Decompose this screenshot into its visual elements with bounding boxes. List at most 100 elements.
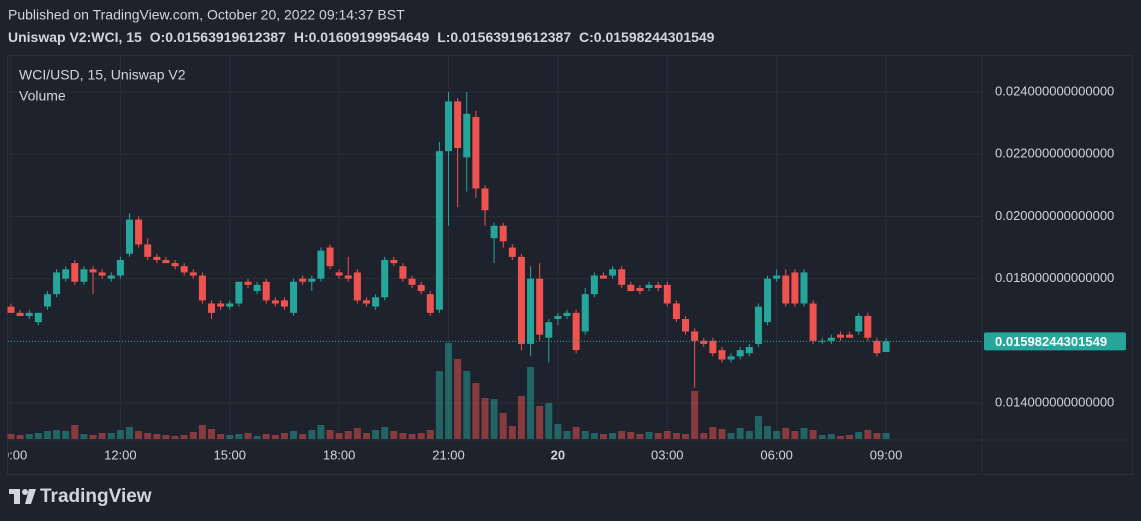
logo-slash [25,489,36,504]
candle-body [700,340,708,344]
volume-bar [71,425,79,439]
candle-body [198,275,206,301]
candle-body [599,275,607,279]
volume-bar [381,427,389,439]
candle-body [235,281,243,304]
candle-body [153,256,161,260]
candle-body [271,300,279,304]
brand: TradingView [40,486,152,507]
volume-bar [791,431,799,439]
candle-body [226,303,234,307]
ohlc-value: 0.01609199954649 [309,29,430,45]
ohlc-value: 0.01598244301549 [594,29,715,45]
volume-bar [882,433,890,439]
candle-body [836,334,844,338]
candle-body [736,350,744,357]
candle-body [408,278,416,285]
candle-body [25,312,33,316]
volume-bar [463,371,471,439]
candle-body [116,259,124,276]
volume-bar [317,425,325,439]
volume-bar [636,434,644,439]
candle-body [773,275,781,279]
volume-bar [208,429,216,439]
candle-body [71,263,79,282]
volume-bar [490,399,498,439]
candle-body [98,272,106,276]
ohlc-value: 0.01563919612387 [450,29,571,45]
candle-body [818,340,826,342]
volume-bar [189,432,197,439]
logo-dot [22,489,28,495]
chart-panel [7,55,1133,475]
symbol-line: Uniswap V2:WCI, 15 O:0.01563919612387 H:… [8,29,715,45]
candle-body [782,275,790,304]
candle-body [472,116,480,189]
volume-label: Volume [19,88,66,104]
candle-body [180,266,188,273]
candle-body [344,275,352,279]
volume-bar [399,433,407,439]
volume-bar [663,431,671,439]
volume-bar [545,403,553,439]
volume-bar [372,430,380,439]
candle-body [171,263,179,267]
volume-bar [390,431,398,439]
candle-body [135,219,143,245]
candle-body [381,259,389,298]
candle-body [162,259,170,264]
volume-bar [691,391,699,439]
volume-bar [672,433,680,439]
volume-bar [572,427,580,439]
volume-bar [435,371,443,439]
volume-bar [25,434,33,439]
candle-body [481,188,489,211]
volume-bar [836,436,844,439]
ohlc-label: H: [294,29,309,45]
candle-body [435,151,443,310]
candle-body [399,266,407,279]
candle-body [508,247,516,257]
volume-pane [7,343,890,439]
candle-body [208,303,216,313]
volume-bar [43,431,51,439]
volume-bar [800,428,808,439]
candle-body [563,312,571,316]
volume-bar [782,428,790,439]
candle-body [362,300,370,304]
candle-body [809,303,817,341]
volume-bar [654,433,662,439]
volume-bar [773,431,781,439]
price-axis: 0.014000000000000 0.018000000000000 0.0200… [984,84,1126,409]
volume-bar [445,343,453,439]
candle-body [144,244,152,257]
volume-bar [454,359,462,439]
brand-logo: TradingView [9,486,152,507]
candle-body [217,303,225,307]
x-tick-label: 03:00 [651,447,684,462]
volume-bar [171,436,179,439]
volume-bar [353,428,361,439]
volume-bar [244,433,252,439]
candle-body [454,101,462,149]
candle-body [107,275,115,279]
last-price-label: 0.01598244301549 [995,334,1107,349]
volume-bar [809,430,817,439]
volume-bar [180,435,188,439]
volume-bar [16,435,24,439]
volume-bar [153,434,161,439]
y-tick-label: 0.018000000000000 [995,270,1114,285]
volume-bar [818,435,826,439]
volume-bar [107,433,115,439]
candle-body [499,225,507,242]
candle-body [80,269,88,282]
candle-body [827,337,835,341]
y-tick-label: 0.024000000000000 [995,84,1114,99]
volume-bar [198,425,206,439]
volume-bar [700,433,708,439]
candle-body [545,322,553,338]
volume-bar [226,435,234,439]
candle-body [727,356,735,360]
candle-body [417,284,425,292]
